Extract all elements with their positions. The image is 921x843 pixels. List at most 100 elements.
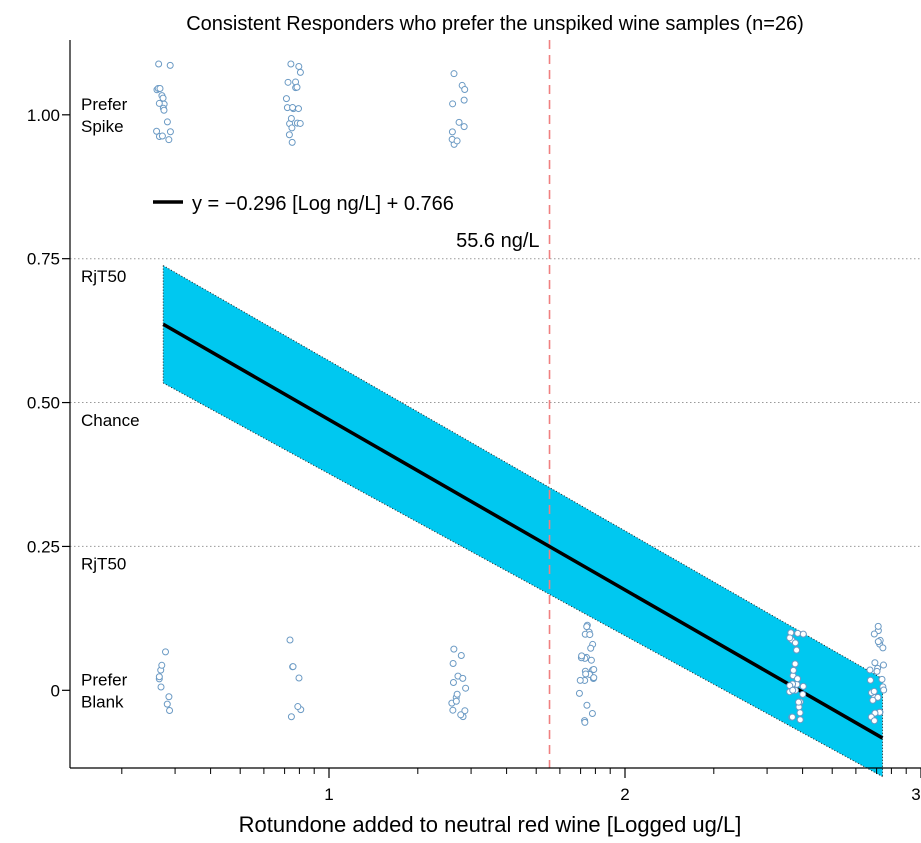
- data-point-9-16: [796, 709, 804, 717]
- regression-equation: y = −0.296 [Log ng/L] + 0.766: [192, 193, 454, 215]
- data-point-5-10: [453, 690, 461, 698]
- data-point-9-20: [793, 646, 801, 654]
- data-point-11-17: [879, 644, 887, 652]
- data-point-5-8: [462, 684, 470, 692]
- region-label-0-0: Prefer: [81, 95, 128, 114]
- data-point-9-3: [791, 660, 799, 668]
- plot-area: 1.00 0.75 0.50 0.25 0 1 2 3 Prefer Spike RjT50 Chan…: [27, 40, 921, 804]
- data-point-3-6: [286, 636, 294, 644]
- data-point-9-22: [799, 630, 807, 638]
- data-point-9-6: [794, 629, 802, 637]
- data-point-11-24: [874, 638, 882, 646]
- y-tick-label-2: 0.50: [27, 394, 60, 413]
- data-point-11-1: [879, 661, 887, 669]
- data-point-2-4: [287, 60, 295, 68]
- data-point-11-25: [866, 666, 874, 674]
- data-point-0-16: [166, 128, 174, 136]
- data-point-11-9: [870, 687, 878, 695]
- data-point-1-3: [157, 683, 165, 691]
- x-axis-label: Rotundone added to neutral red wine [Log…: [239, 812, 742, 837]
- data-point-3-0: [287, 713, 295, 721]
- data-point-7-21: [578, 652, 586, 660]
- data-point-2-11: [296, 68, 304, 76]
- data-point-5-13: [452, 697, 460, 705]
- regression-line: [162, 322, 884, 740]
- data-point-11-20: [870, 630, 878, 638]
- confidence-band: [163, 265, 883, 777]
- data-point-4-6: [460, 96, 468, 104]
- data-point-1-7: [158, 661, 166, 669]
- data-point-7-11: [587, 656, 595, 664]
- data-point-5-7: [459, 674, 467, 682]
- x-tick-label-0: 1: [324, 785, 333, 804]
- data-point-2-18: [296, 119, 304, 127]
- data-point-9-12: [793, 675, 801, 683]
- data-point-11-23: [880, 686, 888, 694]
- data-point-5-12: [449, 706, 457, 714]
- data-point-4-4: [448, 128, 456, 136]
- data-point-5-1: [450, 645, 458, 653]
- region-label-4-0: Prefer: [81, 670, 128, 689]
- region-label-1-0: RjT50: [81, 267, 126, 286]
- data-point-0-15: [156, 84, 164, 92]
- data-point-7-17: [586, 631, 594, 639]
- data-point-7-10: [590, 666, 598, 674]
- data-point-11-8: [874, 622, 882, 630]
- data-point-9-18: [789, 666, 797, 674]
- data-point-11-13: [873, 667, 881, 675]
- data-point-11-21: [869, 696, 877, 704]
- data-point-9-25: [788, 713, 796, 721]
- data-point-9-11: [796, 716, 804, 724]
- data-point-0-7: [155, 99, 163, 107]
- data-point-4-2: [461, 85, 469, 93]
- x-tick-label-2: 3: [911, 785, 920, 804]
- data-point-7-22: [583, 701, 591, 709]
- data-point-11-6: [874, 693, 882, 701]
- x-tick-label-1: 2: [620, 785, 629, 804]
- data-point-5-14: [457, 711, 465, 719]
- data-point-5-4: [449, 679, 457, 687]
- data-point-3-3: [295, 674, 303, 682]
- data-point-9-2: [799, 690, 807, 698]
- region-label-2-0: Chance: [81, 411, 140, 430]
- data-point-4-9: [455, 118, 463, 126]
- region-label-4-1: Blank: [81, 692, 124, 711]
- data-point-2-0: [285, 131, 293, 139]
- region-label-3-0: RjT50: [81, 555, 126, 574]
- data-point-1-2: [163, 700, 171, 708]
- data-point-5-3: [449, 659, 457, 667]
- data-point-0-13: [155, 60, 163, 68]
- data-point-2-15: [287, 115, 295, 123]
- data-point-4-8: [449, 100, 457, 108]
- data-point-3-5: [294, 703, 302, 711]
- chart-title: Consistent Responders who prefer the uns…: [186, 13, 804, 35]
- data-point-2-2: [288, 138, 296, 146]
- data-point-0-14: [160, 106, 168, 114]
- data-point-3-4: [289, 663, 297, 671]
- data-point-2-6: [294, 105, 302, 113]
- threshold-label: 55.6 ng/L: [456, 230, 539, 252]
- data-point-11-19: [866, 676, 874, 684]
- data-point-11-14: [871, 659, 879, 667]
- data-point-2-16: [288, 124, 296, 132]
- data-point-7-25: [581, 718, 589, 726]
- data-point-1-4: [166, 706, 174, 714]
- data-point-9-24: [791, 639, 799, 647]
- data-point-1-6: [155, 673, 163, 681]
- data-point-1-8: [162, 648, 170, 656]
- band-edge-upper: [162, 265, 883, 680]
- data-point-4-3: [460, 123, 468, 131]
- data-point-9-21: [795, 698, 803, 706]
- data-point-5-9: [457, 651, 465, 659]
- data-point-7-15: [587, 644, 595, 652]
- data-point-9-23: [799, 682, 807, 690]
- data-point-11-22: [870, 717, 878, 725]
- y-tick-label-0: 1.00: [27, 106, 60, 125]
- data-point-7-16: [582, 670, 590, 678]
- data-point-11-18: [878, 675, 886, 683]
- data-point-0-12: [158, 132, 166, 140]
- data-point-2-12: [295, 62, 303, 70]
- data-point-4-7: [450, 70, 458, 78]
- data-point-2-9: [284, 78, 292, 86]
